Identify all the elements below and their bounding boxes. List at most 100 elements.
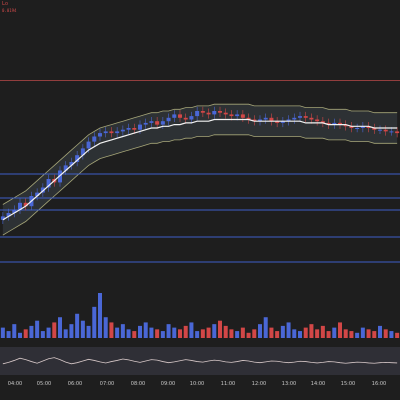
candle-body bbox=[303, 116, 308, 118]
volume-bar bbox=[195, 331, 200, 338]
candle-body bbox=[263, 117, 268, 120]
volume-bar bbox=[98, 293, 102, 338]
volume-bar bbox=[183, 325, 188, 338]
candlesticks bbox=[0, 106, 400, 225]
candle-body bbox=[6, 213, 11, 217]
volume-bar bbox=[252, 329, 257, 338]
volume-bar bbox=[275, 331, 280, 338]
candle-body bbox=[98, 133, 102, 137]
volume-bar bbox=[372, 331, 377, 338]
volume-bar bbox=[320, 325, 325, 338]
candle-body bbox=[360, 126, 365, 128]
volume-bar bbox=[58, 317, 62, 338]
volume-bar bbox=[178, 329, 182, 338]
candle-body bbox=[326, 122, 331, 125]
volume-bar bbox=[326, 331, 331, 338]
candle-body bbox=[75, 155, 80, 162]
candle-body bbox=[138, 124, 142, 130]
candle-body bbox=[160, 121, 165, 125]
volume-bar bbox=[115, 327, 120, 338]
volume-bar bbox=[298, 331, 302, 338]
candle-body bbox=[195, 111, 200, 117]
candle-body bbox=[18, 202, 22, 210]
volume-bar bbox=[18, 332, 22, 338]
candle-body bbox=[126, 128, 131, 130]
volume-bar bbox=[269, 327, 274, 338]
time-tick-label: 10:00 bbox=[190, 381, 204, 387]
time-tick-label: 09:00 bbox=[161, 381, 175, 387]
candle-body bbox=[40, 187, 45, 193]
volume-bar bbox=[200, 329, 205, 338]
volume-bar bbox=[86, 325, 91, 338]
candle-body bbox=[229, 114, 234, 117]
volume-bar bbox=[92, 306, 97, 338]
time-tick-label: 13:00 bbox=[282, 381, 296, 387]
volume-bar bbox=[315, 329, 320, 338]
volume-bar bbox=[212, 324, 217, 338]
candle-body bbox=[46, 179, 51, 188]
volume-bar bbox=[338, 322, 342, 338]
band-lower-line bbox=[2, 134, 398, 236]
candle-body bbox=[35, 192, 40, 196]
volume-bar bbox=[246, 332, 251, 338]
horizontal-levels bbox=[0, 173, 400, 263]
band-upper-line bbox=[2, 103, 398, 205]
candle-body bbox=[292, 117, 297, 120]
candle-body bbox=[258, 119, 262, 122]
volume-bar bbox=[75, 313, 80, 338]
candle-body bbox=[298, 116, 302, 118]
candle-body bbox=[280, 121, 285, 123]
candle-body bbox=[200, 111, 205, 113]
volume-bar bbox=[138, 325, 142, 338]
candle-body bbox=[120, 129, 125, 132]
candle-body bbox=[143, 122, 148, 125]
candle-body bbox=[343, 124, 348, 127]
volume-bars bbox=[0, 293, 400, 338]
volume-bar bbox=[258, 324, 262, 338]
oscillator-panel bbox=[0, 347, 400, 375]
candle-body bbox=[166, 117, 171, 122]
volume-bar bbox=[132, 331, 137, 338]
symbol-label: Lo bbox=[2, 1, 9, 7]
candle-body bbox=[212, 111, 217, 115]
candle-body bbox=[338, 122, 342, 125]
candle-body bbox=[23, 202, 28, 207]
candle-body bbox=[246, 117, 251, 120]
oscillator-background bbox=[0, 347, 400, 375]
volume-bar bbox=[160, 331, 165, 338]
volume-bar bbox=[0, 327, 5, 338]
time-tick-label: 06:00 bbox=[68, 381, 82, 387]
candle-body bbox=[132, 128, 137, 130]
candle-body bbox=[178, 114, 182, 118]
candle-body bbox=[58, 170, 62, 183]
candle-body bbox=[155, 121, 160, 125]
volume-bar bbox=[63, 329, 68, 338]
volume-bar bbox=[149, 327, 154, 338]
candle-body bbox=[86, 141, 91, 149]
time-tick-label: 07:00 bbox=[100, 381, 114, 387]
time-tick-label: 16:00 bbox=[372, 381, 386, 387]
candle-body bbox=[172, 114, 177, 118]
volume-bar bbox=[46, 327, 51, 338]
candle-body bbox=[332, 122, 337, 125]
candle-body bbox=[366, 126, 371, 128]
volume-bar bbox=[355, 332, 360, 338]
volume-bar bbox=[35, 320, 40, 338]
volume-bar bbox=[80, 320, 85, 338]
volume-bar bbox=[303, 327, 308, 338]
volume-bar bbox=[389, 331, 394, 338]
time-tick-label: 08:00 bbox=[131, 381, 145, 387]
candle-body bbox=[252, 119, 257, 122]
candle-body bbox=[206, 112, 211, 115]
candle-body bbox=[103, 131, 108, 134]
time-tick-label: 11:00 bbox=[221, 381, 235, 387]
volume-bar bbox=[103, 317, 108, 338]
volume-bar bbox=[235, 331, 240, 338]
candle-body bbox=[0, 216, 5, 220]
volume-bar bbox=[309, 324, 314, 338]
volume-bar bbox=[23, 329, 28, 338]
candle-body bbox=[149, 121, 154, 123]
time-tick-label: 15:00 bbox=[341, 381, 355, 387]
